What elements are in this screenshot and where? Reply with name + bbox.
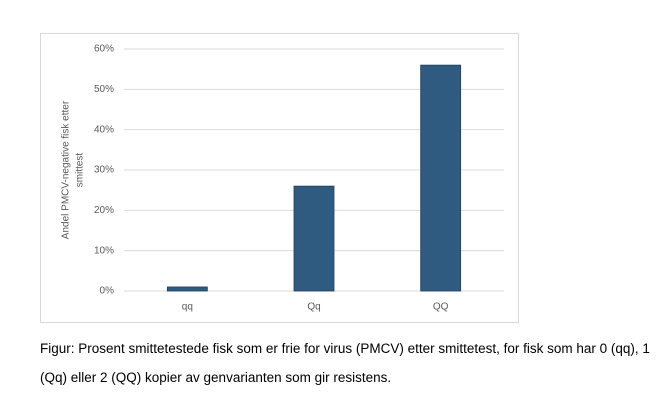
x-tick-label: Qq [307,302,320,313]
y-axis-label: smittest [75,153,86,188]
chart: Andel PMCV-negative fisk etter smittest … [40,33,519,323]
x-tick-label: QQ [433,302,449,313]
bar [293,185,335,292]
y-tick-label: 10% [94,245,114,256]
caption: Figur: Prosent smittetestede fisk som er… [40,341,650,385]
y-tick-label: 60% [94,44,114,55]
x-tick-label: qq [182,302,193,313]
y-axis-label: Andel PMCV-negative fisk etter [61,100,72,239]
y-tick-label: 30% [94,165,114,176]
bar [166,286,208,292]
y-tick-label: 50% [94,84,114,95]
y-tick-label: 0% [100,286,115,297]
bar [420,64,462,292]
y-tick-label: 40% [94,124,114,135]
y-tick-label: 20% [94,205,114,216]
